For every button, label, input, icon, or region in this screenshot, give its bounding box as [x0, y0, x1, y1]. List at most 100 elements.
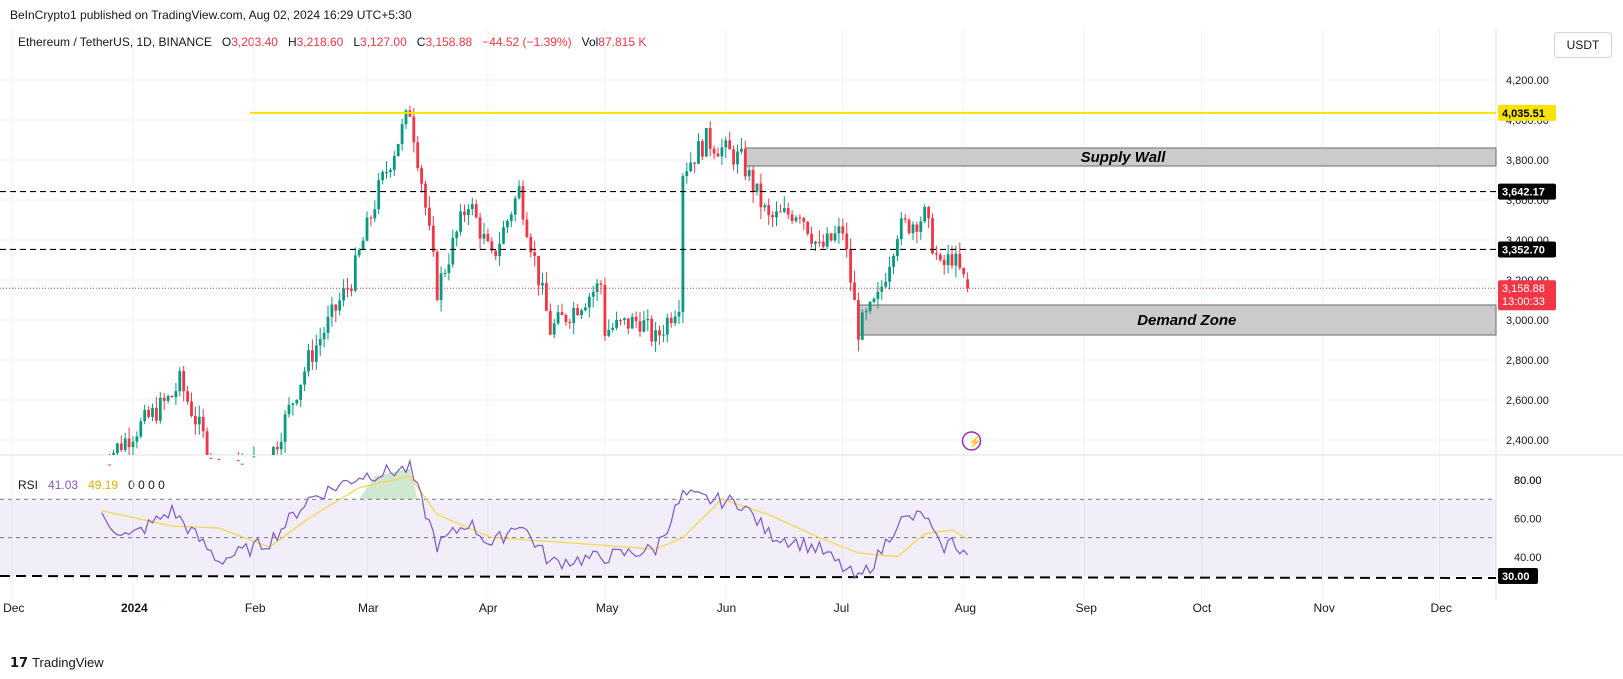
candle-body [884, 281, 888, 287]
candle-body [533, 252, 537, 256]
candle-body [736, 151, 739, 165]
candle-body [697, 141, 700, 164]
candle-body [525, 219, 529, 237]
currency-button[interactable]: USDT [1554, 32, 1612, 58]
time-tick-label: Feb [245, 601, 266, 615]
candle-body [439, 273, 443, 300]
publisher-caption: BeInCrypto1 published on TradingView.com… [10, 8, 412, 22]
candle-body [724, 140, 728, 148]
level-tag [1498, 241, 1556, 258]
candle-body [330, 304, 334, 317]
candle-body [759, 183, 763, 208]
candle-body [911, 224, 915, 234]
time-tick-label: May [596, 601, 619, 615]
candle-body [673, 316, 677, 324]
candle-body [416, 142, 420, 168]
candle-body [669, 317, 673, 324]
rsi-value: 41.03 [48, 478, 79, 492]
candle-body [381, 172, 384, 181]
candle-body [338, 300, 342, 311]
candle-body [825, 233, 829, 247]
candle-body [275, 447, 279, 450]
candle-body [318, 339, 322, 346]
candle-body [396, 144, 400, 156]
candle-body [435, 251, 439, 300]
candle-body [654, 330, 657, 342]
candle-body [217, 459, 221, 461]
candle-body [650, 318, 654, 342]
time-tick-label: Jul [834, 601, 849, 615]
candle-body [529, 236, 533, 253]
candle-body [864, 311, 868, 313]
rsi-tick-label: 40.00 [1514, 552, 1542, 564]
candle-body [962, 267, 966, 275]
candle-body [708, 128, 712, 149]
candle-body [786, 208, 790, 215]
candle-body [775, 211, 778, 218]
candle-body [794, 217, 798, 221]
candle-body [350, 288, 353, 291]
candle-body [829, 233, 833, 241]
candle-body [903, 218, 907, 220]
candle-body [369, 217, 373, 219]
zone-label: Supply Wall [1081, 149, 1167, 166]
candle-body [166, 395, 170, 401]
candle-body [646, 318, 650, 321]
rsi-ma-value: 49.19 [88, 478, 119, 492]
candle-body [755, 183, 759, 192]
rsi-tick-label: 80.00 [1514, 475, 1542, 487]
volume-label: Vol [581, 35, 599, 49]
candle-body [892, 255, 895, 267]
candle-body [307, 350, 310, 372]
candle-body [896, 239, 899, 256]
time-tick-label: Aug [955, 601, 976, 615]
candle-body [361, 240, 365, 251]
candle-body [182, 371, 186, 392]
candle-body [779, 211, 782, 213]
candle-body [158, 397, 162, 421]
candle-body [966, 279, 969, 289]
candle-body [665, 317, 669, 335]
level-tag [1498, 104, 1556, 121]
candle-body [716, 153, 720, 157]
candle-body [576, 307, 579, 316]
candle-body [412, 116, 416, 143]
candle-body [818, 241, 821, 243]
candle-body [619, 319, 622, 321]
rsi-label: RSI [18, 478, 39, 492]
candle-body [404, 110, 408, 125]
candle-body [704, 128, 708, 157]
candle-body [860, 312, 864, 340]
close-value: 3,158.88 [425, 35, 473, 49]
candle-body [880, 286, 884, 292]
candle-body [587, 296, 591, 308]
candle-body [810, 233, 813, 244]
candle-body [642, 320, 646, 332]
candle-body [958, 253, 962, 268]
candle-body [151, 407, 154, 417]
candle-body [127, 438, 131, 448]
candle-body [599, 283, 603, 285]
candle-body [486, 233, 490, 242]
candle-body [545, 283, 548, 311]
candle-body [303, 371, 306, 385]
candle-body [806, 221, 810, 234]
candle-body [467, 209, 470, 216]
candle-body [123, 438, 127, 451]
candle-body [693, 162, 696, 164]
candle-body [513, 198, 517, 215]
candle-body [899, 218, 903, 240]
rsi-overbought-fill [359, 468, 418, 500]
candle-body [155, 407, 158, 421]
candle-body [837, 226, 841, 234]
candle-body [389, 169, 392, 172]
candle-body [564, 315, 568, 322]
price-tick-label: 4,200.00 [1506, 75, 1549, 87]
candle-body [907, 219, 911, 234]
time-tick-label: Sep [1076, 601, 1098, 615]
candle-body [194, 415, 197, 425]
candle-body [482, 233, 486, 239]
price-tick-label: 3,800.00 [1506, 155, 1549, 167]
candle-body [498, 243, 501, 257]
